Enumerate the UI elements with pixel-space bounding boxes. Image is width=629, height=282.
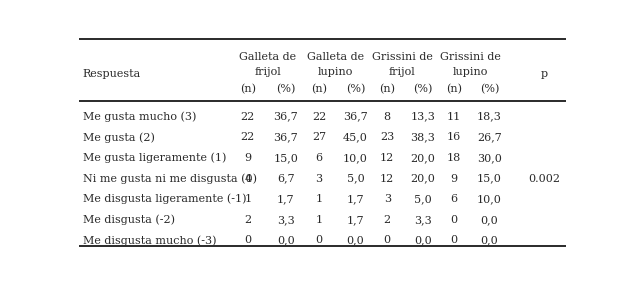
Text: (n): (n) [446, 84, 462, 94]
Text: 0: 0 [315, 235, 323, 245]
Text: 38,3: 38,3 [410, 132, 435, 142]
Text: 8: 8 [384, 112, 391, 122]
Text: 0: 0 [450, 235, 457, 245]
Text: 36,7: 36,7 [343, 112, 368, 122]
Text: Respuesta: Respuesta [82, 69, 141, 79]
Text: 9: 9 [450, 173, 457, 184]
Text: 27: 27 [312, 132, 326, 142]
Text: (%): (%) [413, 84, 433, 94]
Text: 10,0: 10,0 [477, 194, 502, 204]
Text: 16: 16 [447, 132, 461, 142]
Text: 3,3: 3,3 [414, 215, 431, 225]
Text: 9: 9 [244, 153, 252, 163]
Text: 10,0: 10,0 [343, 153, 368, 163]
Text: 0,0: 0,0 [414, 235, 431, 245]
Text: 1: 1 [244, 194, 252, 204]
Text: 20,0: 20,0 [410, 153, 435, 163]
Text: 26,7: 26,7 [477, 132, 502, 142]
Text: Me gusta mucho (3): Me gusta mucho (3) [82, 111, 196, 122]
Text: 0: 0 [384, 235, 391, 245]
Text: 0: 0 [450, 215, 457, 225]
Text: lupino: lupino [318, 67, 353, 77]
Text: 30,0: 30,0 [477, 153, 502, 163]
Text: 1: 1 [315, 215, 323, 225]
Text: 22: 22 [241, 132, 255, 142]
Text: 1,7: 1,7 [277, 194, 294, 204]
Text: Me gusta ligeramente (1): Me gusta ligeramente (1) [82, 153, 226, 163]
Text: 0,0: 0,0 [347, 235, 364, 245]
Text: 45,0: 45,0 [343, 132, 368, 142]
Text: 2: 2 [244, 215, 252, 225]
Text: 22: 22 [312, 112, 326, 122]
Text: 12: 12 [380, 173, 394, 184]
Text: 3,3: 3,3 [277, 215, 294, 225]
Text: 0: 0 [244, 235, 252, 245]
Text: (%): (%) [346, 84, 365, 94]
Text: 3: 3 [315, 173, 323, 184]
Text: 3: 3 [384, 194, 391, 204]
Text: 13,3: 13,3 [410, 112, 435, 122]
Text: 18,3: 18,3 [477, 112, 502, 122]
Text: 1,7: 1,7 [347, 194, 364, 204]
Text: Grissini de: Grissini de [440, 52, 501, 62]
Text: 0,0: 0,0 [277, 235, 294, 245]
Text: Galleta de: Galleta de [307, 52, 364, 62]
Text: Grissini de: Grissini de [372, 52, 433, 62]
Text: (n): (n) [311, 84, 327, 94]
Text: (n): (n) [379, 84, 395, 94]
Text: 15,0: 15,0 [274, 153, 298, 163]
Text: 5,0: 5,0 [414, 194, 431, 204]
Text: Ni me gusta ni me disgusta (0): Ni me gusta ni me disgusta (0) [82, 173, 257, 184]
Text: 22: 22 [241, 112, 255, 122]
Text: 11: 11 [447, 112, 461, 122]
Text: Galleta de: Galleta de [239, 52, 296, 62]
Text: (n): (n) [240, 84, 256, 94]
Text: frijol: frijol [254, 67, 281, 77]
Text: 2: 2 [384, 215, 391, 225]
Text: lupino: lupino [452, 67, 487, 77]
Text: 6: 6 [450, 194, 457, 204]
Text: 18: 18 [447, 153, 461, 163]
Text: (%): (%) [480, 84, 499, 94]
Text: 4: 4 [244, 173, 252, 184]
Text: Me disgusta ligeramente (-1): Me disgusta ligeramente (-1) [82, 194, 246, 204]
Text: 5,0: 5,0 [347, 173, 364, 184]
Text: 36,7: 36,7 [274, 132, 298, 142]
Text: 36,7: 36,7 [274, 112, 298, 122]
Text: 15,0: 15,0 [477, 173, 502, 184]
Text: 23: 23 [380, 132, 394, 142]
Text: Me disgusta (-2): Me disgusta (-2) [82, 215, 174, 225]
Text: 20,0: 20,0 [410, 173, 435, 184]
Text: (%): (%) [276, 84, 296, 94]
Text: p: p [540, 69, 548, 79]
Text: 6: 6 [315, 153, 323, 163]
Text: Me gusta (2): Me gusta (2) [82, 132, 154, 142]
Text: frijol: frijol [389, 67, 416, 77]
Text: 0,0: 0,0 [481, 215, 498, 225]
Text: 1: 1 [315, 194, 323, 204]
Text: 12: 12 [380, 153, 394, 163]
Text: Me disgusta mucho (-3): Me disgusta mucho (-3) [82, 235, 216, 246]
Text: 0.002: 0.002 [528, 173, 560, 184]
Text: 0,0: 0,0 [481, 235, 498, 245]
Text: 1,7: 1,7 [347, 215, 364, 225]
Text: 6,7: 6,7 [277, 173, 294, 184]
